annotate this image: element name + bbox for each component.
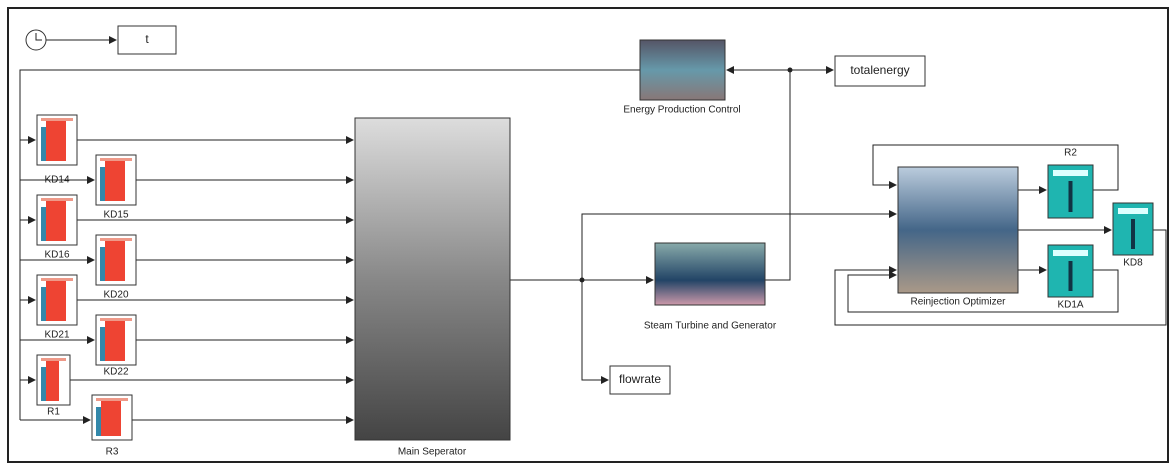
- node-label: Reinjection Optimizer: [910, 297, 1006, 308]
- node-label: Energy Production Control: [623, 105, 740, 116]
- well-icon: [1068, 261, 1073, 291]
- node-label: Main Seperator: [398, 447, 467, 458]
- well-icon: [41, 127, 46, 161]
- well-icon: [100, 327, 105, 361]
- well-icon: [41, 358, 66, 361]
- well-icon: [41, 207, 46, 241]
- node-label: KD14: [44, 175, 69, 186]
- well-icon: [46, 201, 66, 241]
- well-icon: [46, 121, 66, 161]
- well-icon: [105, 241, 125, 281]
- well-icon: [100, 318, 132, 321]
- node-label: R1: [47, 407, 60, 418]
- node-label: KD8: [1123, 258, 1143, 269]
- node-label: KD21: [44, 330, 69, 341]
- well-icon: [100, 167, 105, 201]
- node-label: R3: [106, 447, 119, 458]
- well-icon: [105, 161, 125, 201]
- well-icon: [101, 401, 121, 436]
- node-label: KD16: [44, 250, 69, 261]
- optimizer-block: [897, 166, 1019, 294]
- well-icon: [41, 198, 73, 201]
- clock: [25, 29, 47, 51]
- flowrate-block: [609, 365, 671, 395]
- well-icon: [41, 367, 46, 401]
- well-icon: [46, 361, 59, 401]
- well-icon: [1131, 219, 1135, 249]
- node-label: R2: [1064, 148, 1077, 159]
- node-label: KD22: [103, 367, 128, 378]
- node-label: totalenergy: [850, 63, 909, 77]
- well-icon: [100, 247, 105, 281]
- well-icon: [96, 398, 128, 401]
- node-label: t: [145, 32, 149, 46]
- well-icon: [96, 407, 101, 436]
- well-icon: [41, 287, 46, 321]
- turbine-block: [654, 242, 766, 306]
- t-block: [117, 25, 177, 55]
- node-label: KD1A: [1057, 300, 1083, 311]
- wells: KD14 KD15 KD16 KD20 KD21 KD22 R1 R3 R2 KD1A KD8: [36, 114, 1154, 458]
- well-icon: [1053, 170, 1088, 176]
- well-icon: [41, 118, 73, 121]
- totalenergy-block: [834, 55, 926, 87]
- well-icon: [46, 281, 66, 321]
- frame: [7, 7, 1169, 463]
- well-icon: [1118, 208, 1148, 214]
- node-label: flowrate: [619, 372, 661, 386]
- node-label: KD15: [103, 210, 128, 221]
- control-block: [639, 39, 726, 101]
- well-icon: [100, 238, 132, 241]
- node-label: Steam Turbine and Generator: [644, 321, 777, 332]
- well-icon: [105, 321, 125, 361]
- separator-block: [354, 117, 511, 441]
- node-label: KD20: [103, 290, 128, 301]
- well-icon: [100, 158, 132, 161]
- connections: [19, 36, 1167, 424]
- well-icon: [41, 278, 73, 281]
- well-icon: [1068, 181, 1073, 212]
- well-icon: [1053, 250, 1088, 256]
